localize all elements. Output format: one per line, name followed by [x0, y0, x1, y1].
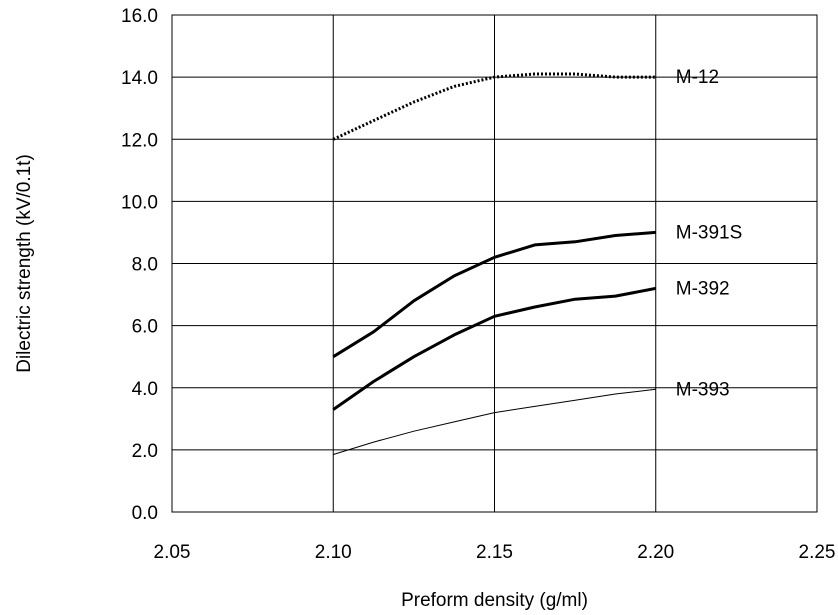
- y-axis-title: Dilectric strength (kV/0.1t): [14, 154, 35, 373]
- y-tick-label: 10.0: [121, 192, 158, 213]
- x-tick-label: 2.25: [799, 542, 836, 563]
- y-axis-tick-labels: 0.0 2.0 4.0 6.0 8.0 10.0 12.0 14.0 16.0: [121, 6, 158, 524]
- series-label-m-393: M-393: [676, 379, 730, 400]
- series-label-m-392: M-392: [676, 278, 730, 299]
- series-label-m-12: M-12: [676, 67, 719, 88]
- series-layer: [332, 72, 657, 455]
- series-line-m-393: [333, 388, 656, 455]
- y-tick-label: 16.0: [121, 6, 158, 27]
- y-tick-label: 8.0: [132, 255, 158, 276]
- x-axis-tick-labels: 2.05 2.10 2.15 2.20 2.25: [154, 542, 836, 563]
- series-label-m-391s: M-391S: [676, 222, 743, 243]
- y-tick-label: 6.0: [132, 317, 158, 338]
- series-line-m-391s: [332, 230, 656, 358]
- x-axis-title: Preform density (g/ml): [401, 590, 588, 611]
- y-tick-label: 4.0: [132, 379, 158, 400]
- y-tick-label: 2.0: [132, 441, 158, 462]
- x-tick-label: 2.20: [637, 542, 674, 563]
- series-labels: M-12 M-391S M-392 M-393: [676, 67, 743, 400]
- y-tick-label: 0.0: [132, 503, 158, 524]
- x-tick-label: 2.10: [315, 542, 352, 563]
- y-tick-label: 12.0: [121, 130, 158, 151]
- series-line-m-392: [332, 286, 657, 411]
- y-tick-label: 14.0: [121, 68, 158, 89]
- plot-area-frame: [171, 14, 818, 513]
- x-tick-label: 2.05: [154, 542, 191, 563]
- x-tick-label: 2.15: [476, 542, 513, 563]
- series-line-m-12: [332, 72, 656, 141]
